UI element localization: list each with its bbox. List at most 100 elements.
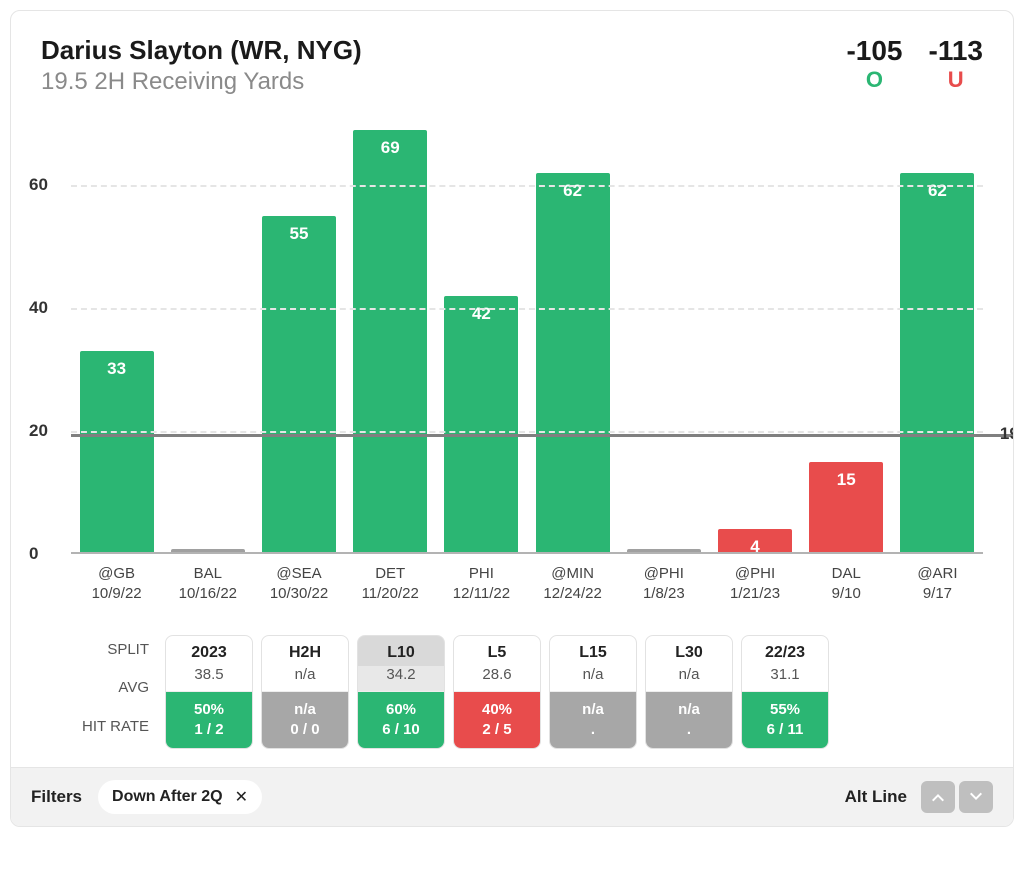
filter-chip[interactable]: Down After 2Q ✕: [98, 780, 262, 814]
split-hit-rate: n/a0 / 0: [262, 692, 348, 749]
split-hit-rate: 40%2 / 5: [454, 692, 540, 749]
split-avg: n/a: [262, 666, 348, 692]
gridline: [71, 308, 983, 310]
over-odds-label: O: [846, 67, 902, 93]
bar-value-label: 62: [928, 181, 947, 201]
split-avg: 31.1: [742, 666, 828, 692]
x-label: BAL10/16/22: [162, 564, 253, 605]
player-prop-card: Darius Slayton (WR, NYG) 19.5 2H Receivi…: [10, 10, 1014, 827]
split-avg: n/a: [550, 666, 636, 692]
bar-slot[interactable]: 4: [709, 124, 800, 554]
x-label: @PHI1/21/23: [709, 564, 800, 605]
bar-slot[interactable]: 15: [801, 124, 892, 554]
chevron-down-icon: [969, 792, 983, 802]
bar-value-label: 4: [750, 537, 759, 557]
x-label: DAL9/10: [801, 564, 892, 605]
player-title: Darius Slayton (WR, NYG): [41, 35, 362, 66]
split-avg: n/a: [646, 666, 732, 692]
prop-subtitle: 19.5 2H Receiving Yards: [41, 68, 362, 96]
gridline: [71, 185, 983, 187]
x-label: DET11/20/22: [345, 564, 436, 605]
split-avg: 38.5: [166, 666, 252, 692]
split-avg: 34.2: [358, 666, 444, 692]
split-label: 22/23: [742, 636, 828, 666]
bar: 33: [80, 351, 154, 554]
over-odds[interactable]: -105 O: [846, 35, 902, 96]
split-label: L30: [646, 636, 732, 666]
threshold-line: [71, 434, 1014, 437]
split-column[interactable]: 22/2331.155%6 / 11: [741, 635, 829, 750]
split-column[interactable]: 202338.550%1 / 2: [165, 635, 253, 750]
split-label: 2023: [166, 636, 252, 666]
bar: 62: [536, 173, 610, 554]
bar-slot[interactable]: 42: [436, 124, 527, 554]
bar-value-label: 69: [381, 138, 400, 158]
split-stats: SPLIT AVG HIT RATE 202338.550%1 / 2H2Hn/…: [11, 605, 1013, 768]
split-hit-rate: 60%6 / 10: [358, 692, 444, 749]
chart-area: 335569426241562 020406019.5: [11, 104, 1013, 554]
alt-line-up-button[interactable]: [921, 781, 955, 813]
split-column[interactable]: L15n/an/a.: [549, 635, 637, 750]
alt-line-stepper: [921, 781, 993, 813]
bar-value-label: 62: [563, 181, 582, 201]
split-hit-rate: 55%6 / 11: [742, 692, 828, 749]
chevron-up-icon: [931, 792, 945, 802]
split-label: H2H: [262, 636, 348, 666]
header-left: Darius Slayton (WR, NYG) 19.5 2H Receivi…: [41, 35, 362, 96]
split-avg: 28.6: [454, 666, 540, 692]
split-label-hit: HIT RATE: [41, 718, 149, 735]
filters-label: Filters: [31, 787, 82, 807]
header-right: -105 O -113 U: [846, 35, 983, 96]
split-label: L10: [358, 636, 444, 666]
under-odds-value: -113: [929, 35, 984, 67]
bars-container: 33 55 69 42 62 4 15 62: [71, 124, 983, 554]
split-column[interactable]: L30n/an/a.: [645, 635, 733, 750]
split-columns: 202338.550%1 / 2H2Hn/an/a0 / 0L1034.260%…: [165, 635, 829, 750]
bar-chart: 335569426241562 020406019.5: [71, 124, 983, 554]
y-tick-label: 0: [29, 544, 38, 564]
bar-value-label: 42: [472, 304, 491, 324]
bar-slot[interactable]: 55: [253, 124, 344, 554]
alt-line-down-button[interactable]: [959, 781, 993, 813]
bar-slot[interactable]: 69: [345, 124, 436, 554]
bar-slot[interactable]: 62: [892, 124, 983, 554]
x-label: @ARI9/17: [892, 564, 983, 605]
bar-slot[interactable]: [618, 124, 709, 554]
x-label: @SEA10/30/22: [253, 564, 344, 605]
split-label: L5: [454, 636, 540, 666]
x-label: PHI12/11/22: [436, 564, 527, 605]
y-tick-label: 40: [29, 298, 48, 318]
x-label: @MIN12/24/22: [527, 564, 618, 605]
footer-bar: Filters Down After 2Q ✕ Alt Line: [11, 767, 1013, 826]
split-label-split: SPLIT: [41, 641, 149, 658]
gridline: [71, 431, 983, 433]
under-odds[interactable]: -113 U: [929, 35, 984, 96]
split-column[interactable]: L528.640%2 / 5: [453, 635, 541, 750]
split-label-avg: AVG: [41, 679, 149, 696]
bar: 62: [900, 173, 974, 554]
split-column[interactable]: L1034.260%6 / 10: [357, 635, 445, 750]
bar-slot[interactable]: 62: [527, 124, 618, 554]
x-axis-labels: @GB10/9/22BAL10/16/22@SEA10/30/22DET11/2…: [11, 554, 1013, 605]
bar-value-label: 15: [837, 470, 856, 490]
footer-right: Alt Line: [845, 781, 993, 813]
footer-left: Filters Down After 2Q ✕: [31, 780, 262, 814]
split-hit-rate: n/a.: [550, 692, 636, 749]
alt-line-label: Alt Line: [845, 787, 907, 807]
y-tick-label: 60: [29, 175, 48, 195]
bar: 4: [718, 529, 792, 554]
over-odds-value: -105: [846, 35, 902, 67]
x-label: @PHI1/8/23: [618, 564, 709, 605]
bar: 15: [809, 462, 883, 554]
close-icon[interactable]: ✕: [235, 787, 248, 807]
split-column[interactable]: H2Hn/an/a0 / 0: [261, 635, 349, 750]
bar-value-label: 55: [290, 224, 309, 244]
bar-slot[interactable]: [162, 124, 253, 554]
bar: 69: [353, 130, 427, 554]
bar: 42: [444, 296, 518, 554]
bar-slot[interactable]: 33: [71, 124, 162, 554]
baseline: [71, 552, 983, 554]
y-tick-label: 20: [29, 421, 48, 441]
bar-value-label: 33: [107, 359, 126, 379]
x-label: @GB10/9/22: [71, 564, 162, 605]
